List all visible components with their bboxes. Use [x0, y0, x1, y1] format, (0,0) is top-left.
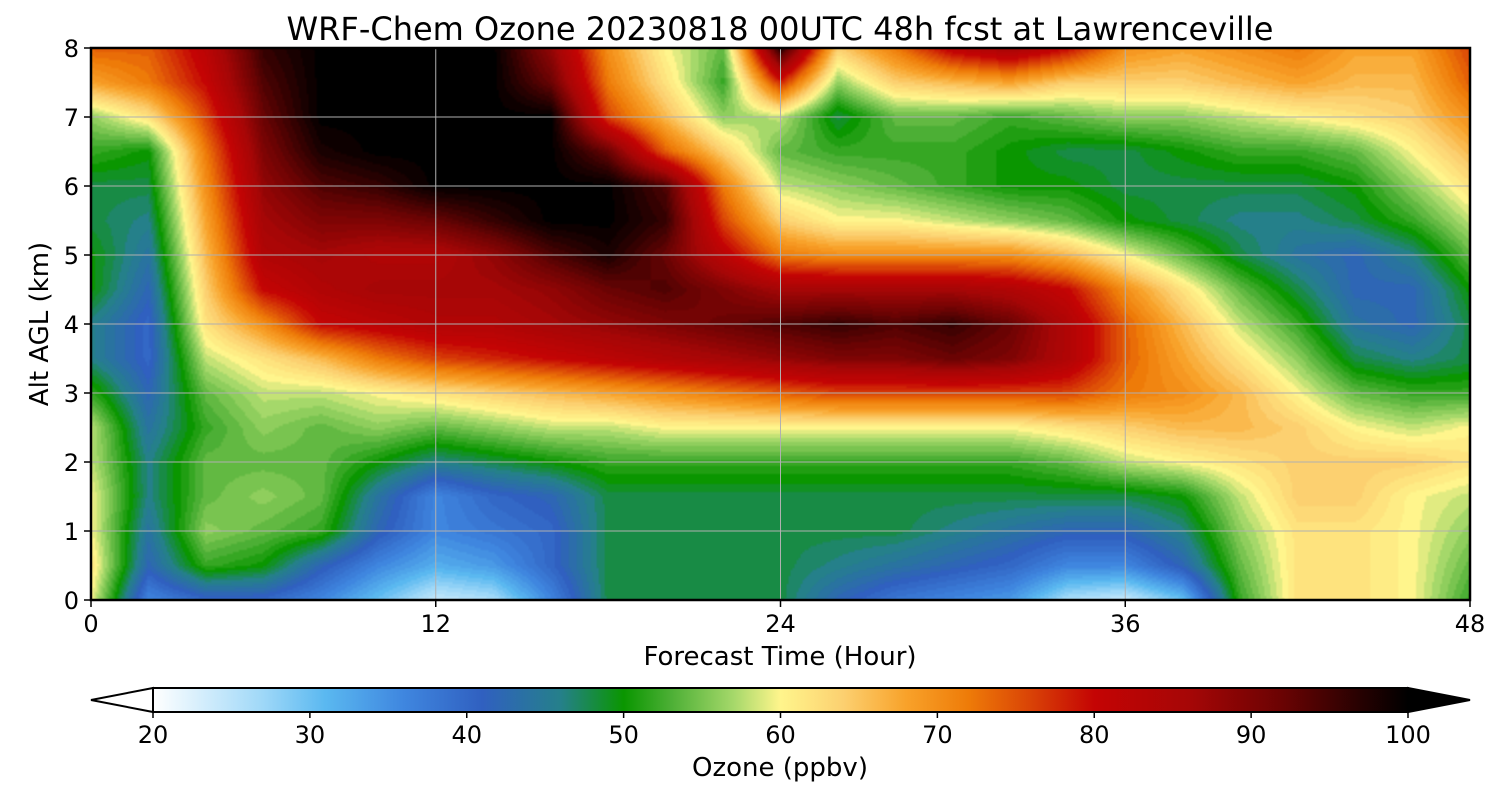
x-axis: 0 12 24 36 48: [83, 600, 1485, 638]
colorbar-ticks: 20 30 40 50 60 70 80 90 100: [138, 712, 1431, 749]
colorbar-extend-low: [90, 686, 154, 714]
x-tick-label: 0: [83, 610, 98, 638]
colorbar-tick-label: 20: [138, 721, 169, 749]
x-tick-label: 24: [765, 610, 796, 638]
y-tick-label: 4: [64, 311, 79, 339]
y-tick-label: 7: [64, 104, 79, 132]
y-tick-label: 1: [64, 518, 79, 546]
colorbar-tick-label: 60: [765, 721, 796, 749]
colorbar-label: Ozone (ppbv): [692, 753, 868, 783]
heatmap-plot-area: [89, 46, 1472, 602]
y-tick-label: 5: [64, 242, 79, 270]
x-tick-label: 48: [1455, 610, 1486, 638]
chart-title: WRF-Chem Ozone 20230818 00UTC 48h fcst a…: [287, 10, 1274, 48]
y-tick-label: 2: [64, 449, 79, 477]
colorbar-tick-label: 50: [608, 721, 639, 749]
y-tick-label: 3: [64, 380, 79, 408]
x-tick-label: 12: [420, 610, 451, 638]
y-axis: 0 1 2 3 4 5 6 7 8: [64, 35, 91, 615]
y-tick-label: 0: [64, 587, 79, 615]
y-tick-label: 8: [64, 35, 79, 63]
colorbar: 20 30 40 50 60 70 80 90 100 Ozone (ppbv): [90, 686, 1471, 783]
colorbar-tick-label: 80: [1079, 721, 1110, 749]
x-axis-label: Forecast Time (Hour): [643, 642, 916, 672]
colorbar-bar: [152, 687, 1409, 713]
y-tick-label: 6: [64, 173, 79, 201]
colorbar-tick-label: 100: [1385, 721, 1431, 749]
colorbar-extend-high: [1407, 686, 1471, 714]
colorbar-tick-label: 30: [295, 721, 326, 749]
colorbar-tick-label: 70: [922, 721, 953, 749]
colorbar-tick-label: 40: [451, 721, 482, 749]
y-axis-label: Alt AGL (km): [25, 242, 55, 406]
x-tick-label: 36: [1110, 610, 1141, 638]
colorbar-tick-label: 90: [1236, 721, 1267, 749]
